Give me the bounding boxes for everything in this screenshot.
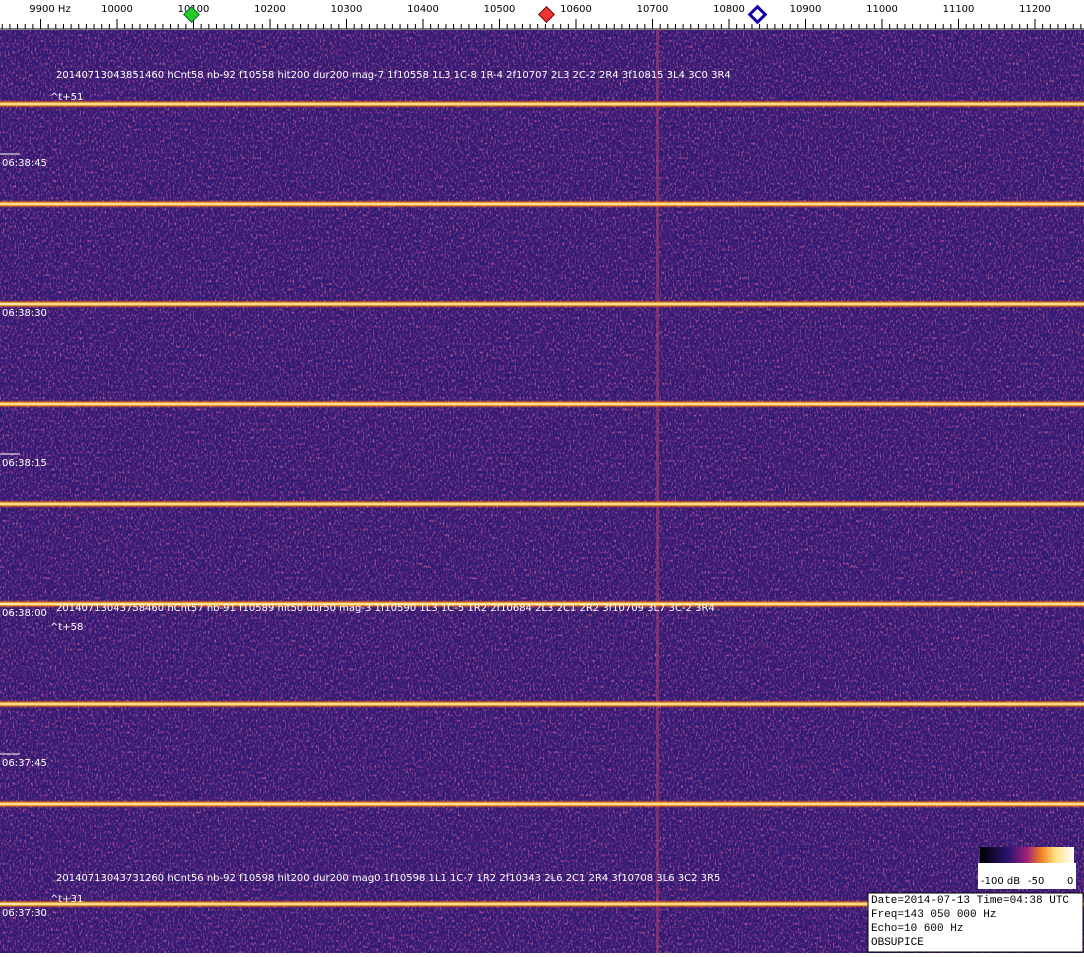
detection-offset: ^t+31: [50, 894, 83, 905]
frequency-label: 10700: [637, 4, 669, 15]
frequency-label: 10800: [713, 4, 745, 15]
frequency-label: 11100: [943, 4, 975, 15]
colorbar-label: -50: [1028, 876, 1044, 887]
colorbar-label: -100 dB: [981, 876, 1020, 887]
colorbar: [980, 847, 1074, 863]
trail: [0, 400, 1084, 408]
time-label: 06:38:15: [2, 458, 47, 469]
trail: [0, 300, 1084, 308]
frequency-label: 10000: [101, 4, 133, 15]
frequency-label: 10300: [331, 4, 363, 15]
frequency-label: 10900: [790, 4, 822, 15]
colorbar-label: 0: [1067, 876, 1073, 887]
frequency-label: 10500: [484, 4, 516, 15]
info-box: [867, 892, 1084, 953]
trail: [0, 600, 1084, 608]
frequency-label: 11000: [866, 4, 898, 15]
trail: [0, 100, 1084, 108]
detection-offset: ^t+58: [50, 622, 83, 633]
detection-text: 20140713043731260 hCnt56 nb-92 f10598 hi…: [56, 873, 720, 884]
trail: [0, 700, 1084, 708]
detection-offset: ^t+51: [50, 92, 83, 103]
info-line: Echo=10 600 Hz: [871, 923, 963, 935]
frequency-label: 9900 Hz: [29, 4, 70, 15]
marker-blue: [747, 4, 768, 25]
carrier-line: [656, 30, 659, 953]
frequency-label: 11200: [1019, 4, 1051, 15]
trail: [0, 500, 1084, 508]
time-label: 06:38:45: [2, 158, 47, 169]
trail: [0, 900, 1084, 908]
detection-text: 20140713043758460 hCnt57 nb-91 f10589 hi…: [56, 603, 715, 614]
info-line: Freq=143 050 000 Hz: [871, 909, 996, 921]
info-line: Date=2014-07-13 Time=04:38 UTC: [871, 895, 1069, 907]
frequency-label: 10600: [560, 4, 592, 15]
marker-red: [538, 6, 555, 23]
trail: [0, 800, 1084, 808]
time-label: 06:38:00: [2, 608, 47, 619]
time-label: 06:38:30: [2, 308, 47, 319]
time-label: 06:37:30: [2, 908, 47, 919]
info-line: OBSUPICE: [871, 937, 924, 949]
colorbar-scale: [978, 863, 1076, 889]
time-label: 06:37:45: [2, 758, 47, 769]
marker-green: [183, 6, 200, 23]
waterfall-noise: [0, 30, 1084, 953]
detection-text: 20140713043851460 hCnt58 nb-92 f10558 hi…: [56, 70, 731, 81]
trail: [0, 200, 1084, 208]
frequency-label: 10200: [254, 4, 286, 15]
markers: [183, 4, 768, 25]
frequency-label: 10400: [407, 4, 439, 15]
